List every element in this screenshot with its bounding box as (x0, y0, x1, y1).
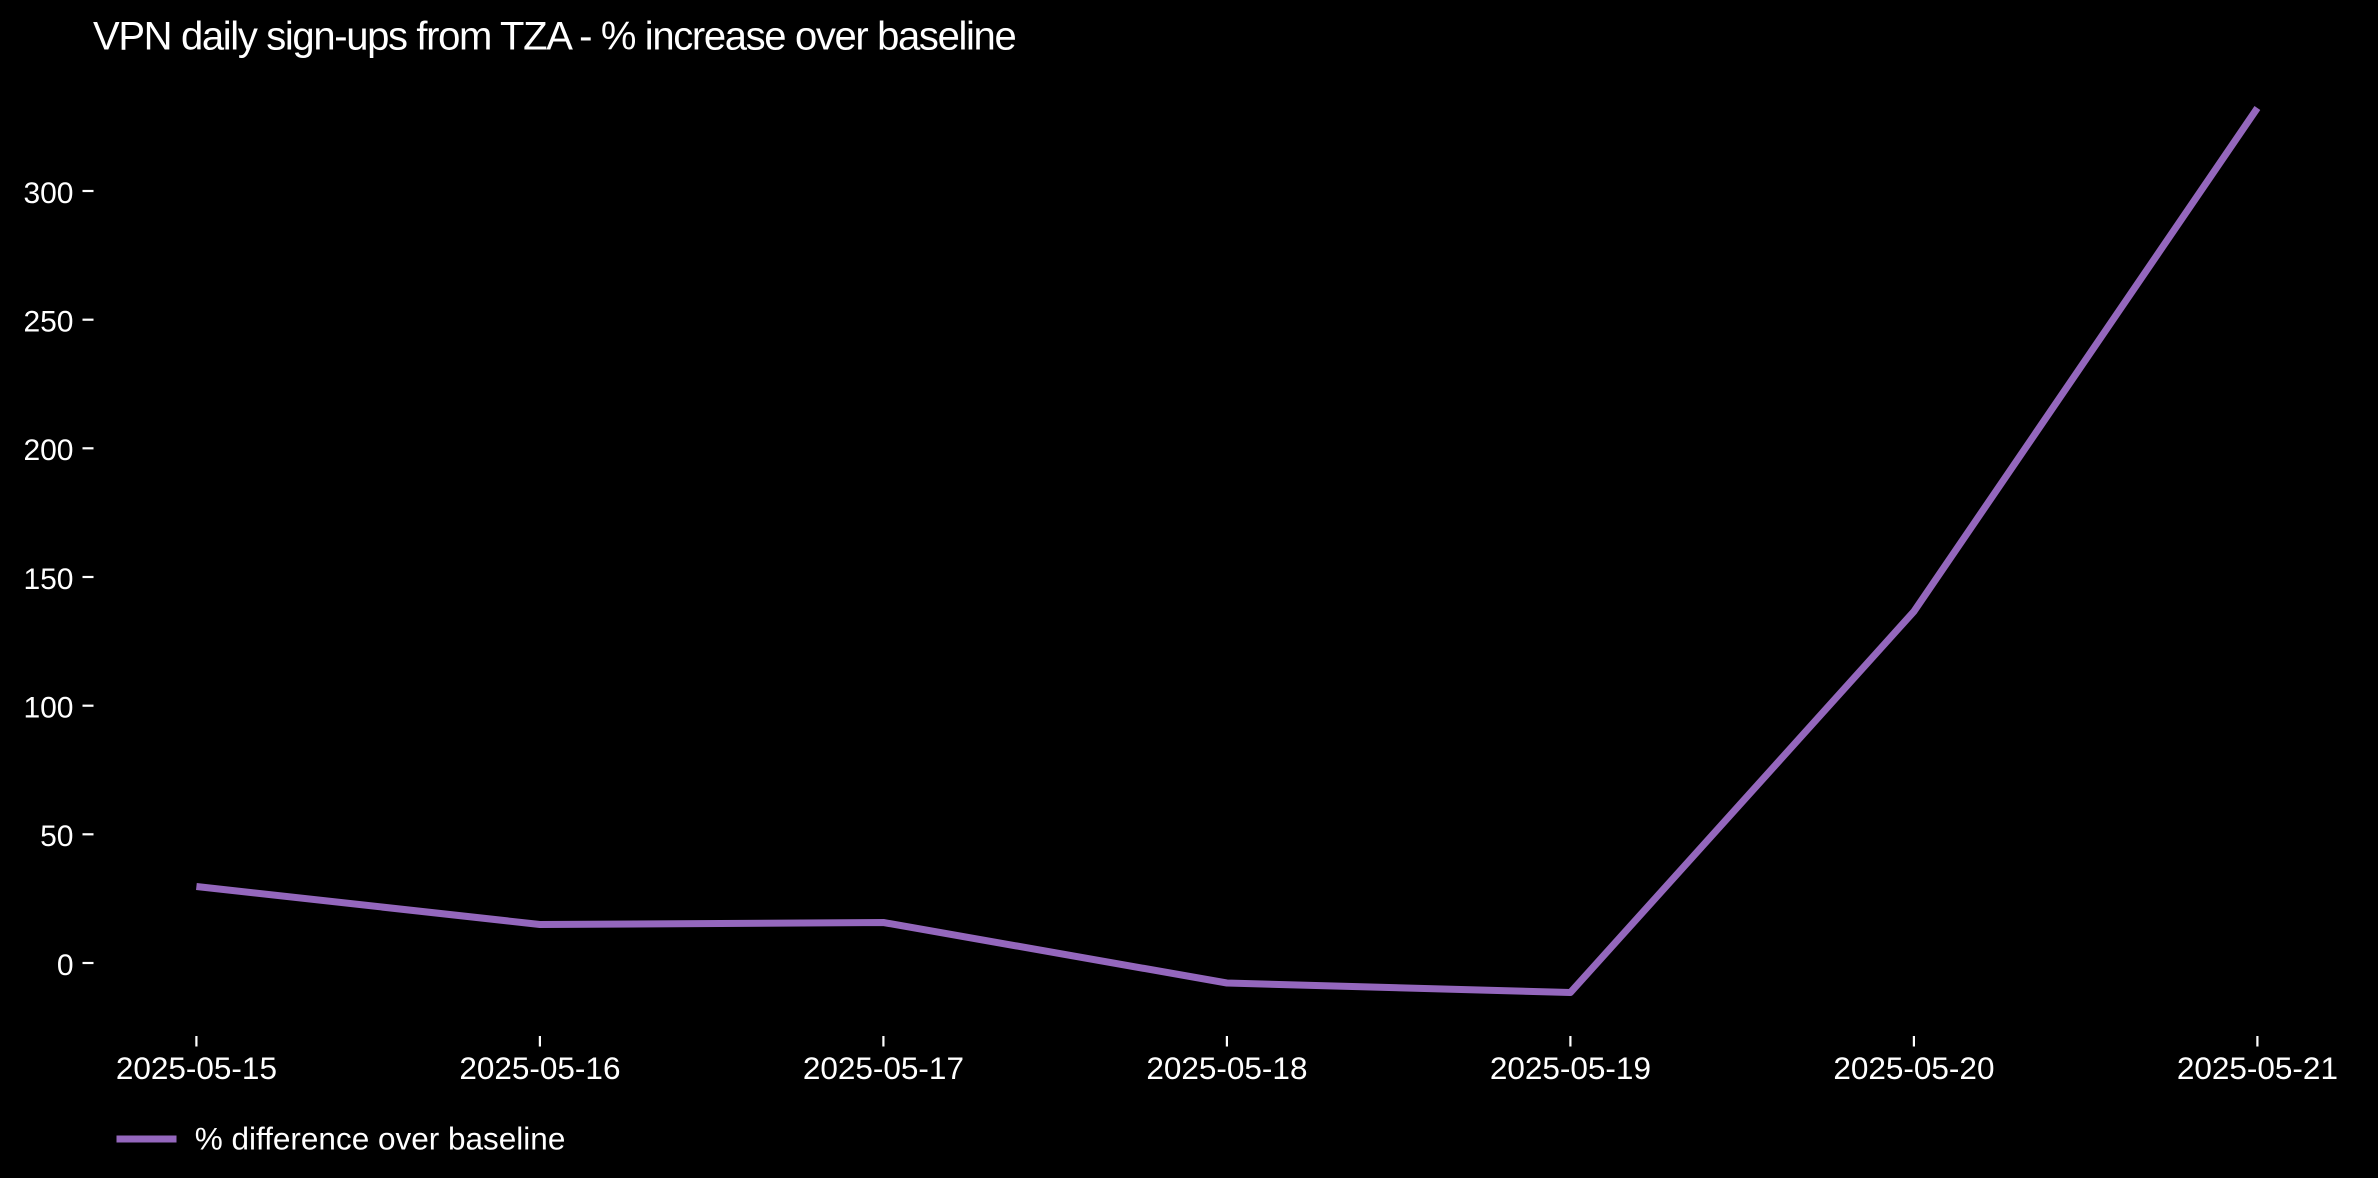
svg-text:2025-05-20: 2025-05-20 (1833, 1050, 1994, 1086)
svg-text:300: 300 (23, 177, 73, 210)
svg-text:150: 150 (23, 563, 73, 596)
svg-text:50: 50 (40, 820, 73, 853)
svg-text:250: 250 (23, 306, 73, 339)
svg-text:VPN daily sign-ups from TZA -: VPN daily sign-ups from TZA - % increase… (93, 14, 1015, 58)
svg-text:2025-05-18: 2025-05-18 (1146, 1050, 1307, 1086)
svg-text:2025-05-15: 2025-05-15 (116, 1050, 277, 1086)
svg-text:% difference over baseline: % difference over baseline (195, 1121, 566, 1157)
svg-text:2025-05-21: 2025-05-21 (2177, 1050, 2338, 1086)
svg-text:200: 200 (23, 434, 73, 467)
svg-text:2025-05-17: 2025-05-17 (803, 1050, 964, 1086)
svg-text:2025-05-16: 2025-05-16 (459, 1050, 620, 1086)
svg-text:0: 0 (57, 949, 74, 982)
svg-text:100: 100 (23, 692, 73, 725)
svg-text:2025-05-19: 2025-05-19 (1490, 1050, 1651, 1086)
